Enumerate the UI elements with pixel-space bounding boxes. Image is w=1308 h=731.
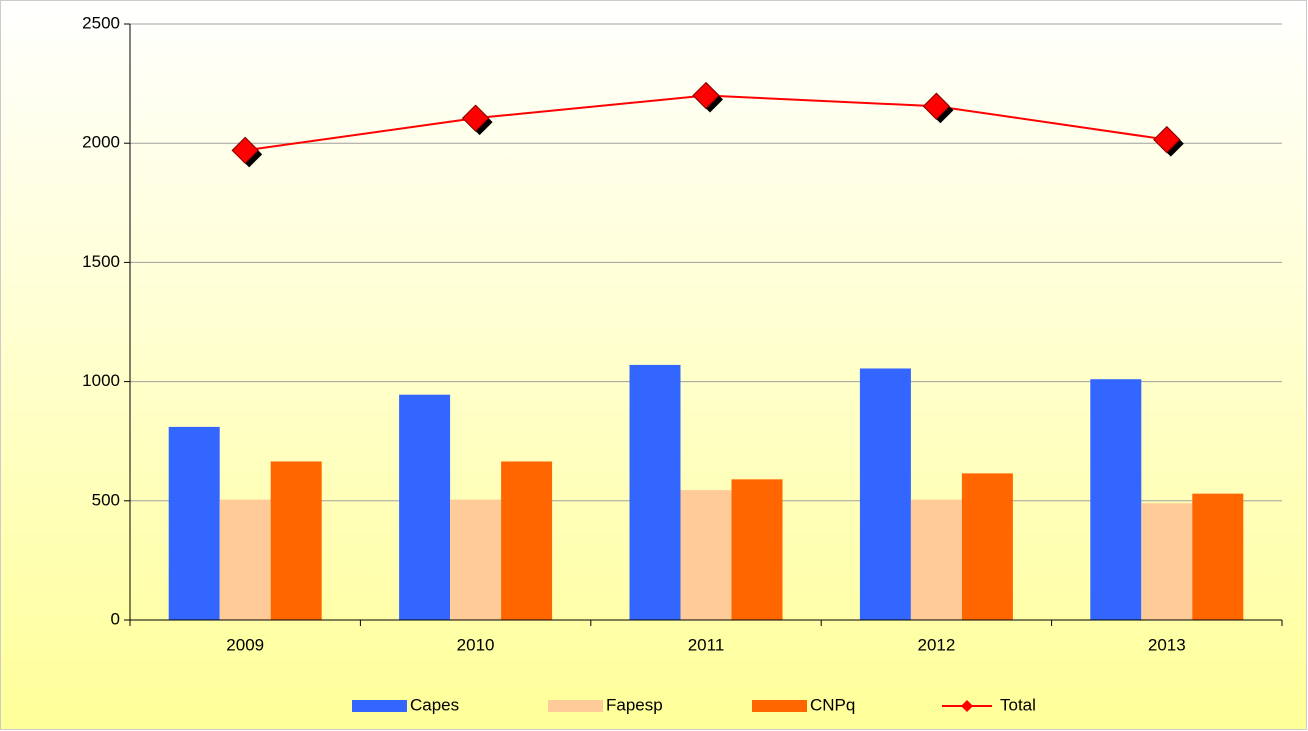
bar	[910, 499, 962, 620]
bar	[399, 394, 451, 620]
legend-label: Fapesp	[606, 695, 663, 714]
x-tick-label: 2010	[457, 635, 495, 654]
legend-marker	[961, 700, 973, 712]
bar	[859, 368, 911, 620]
x-tick-label: 2013	[1148, 635, 1186, 654]
bar	[450, 499, 502, 620]
bar	[1192, 493, 1244, 620]
y-tick-label: 0	[111, 609, 120, 628]
legend-swatch	[548, 700, 603, 712]
bar	[1090, 379, 1142, 620]
legend-label: Total	[1000, 695, 1036, 714]
legend-label: Capes	[410, 695, 459, 714]
marker	[922, 92, 951, 120]
bar	[168, 426, 220, 620]
y-tick-label: 1500	[82, 252, 120, 271]
marker	[692, 81, 720, 110]
bar	[629, 364, 681, 620]
bar	[219, 499, 271, 620]
y-tick-label: 1000	[82, 371, 120, 390]
legend-swatch	[752, 700, 807, 712]
marker	[1153, 125, 1181, 154]
legend-swatch	[352, 700, 407, 712]
bar	[680, 490, 732, 620]
x-tick-label: 2011	[688, 635, 725, 654]
bar	[961, 473, 1013, 620]
legend-label: CNPq	[810, 695, 855, 714]
bar	[501, 461, 553, 620]
marker	[461, 104, 490, 132]
marker	[231, 136, 259, 165]
bar	[731, 479, 783, 620]
y-tick-label: 2500	[82, 13, 120, 32]
y-tick-label: 2000	[82, 133, 120, 152]
y-tick-label: 500	[92, 490, 120, 509]
x-tick-label: 2012	[917, 635, 955, 654]
bar	[1141, 503, 1193, 620]
bar	[270, 461, 322, 620]
x-tick-label: 2009	[226, 635, 264, 654]
